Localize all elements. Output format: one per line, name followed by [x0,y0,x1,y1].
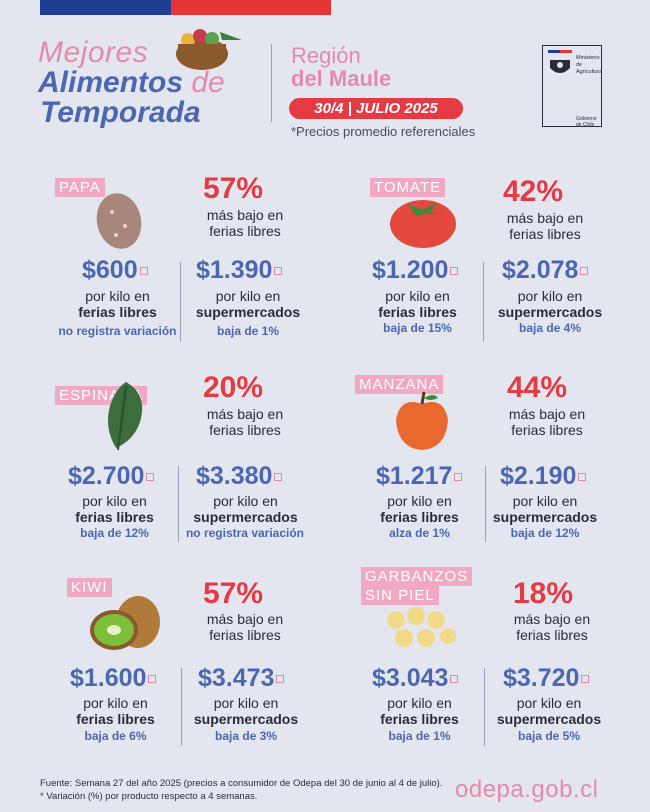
feria-unit-espinaca: por kilo en ferias libres [75,493,154,525]
price-separator [178,466,179,542]
price-separator [181,668,182,746]
super-unit-espinaca: por kilo en supermercados [193,493,298,525]
super-price-espinaca: $3.380 [196,462,283,491]
product-badge-garbanzos: GARBANZOS [361,567,473,586]
feria-unit-tomate: por kilo en ferias libres [378,288,457,320]
super-price-kiwi: $3.473 [198,664,285,693]
discount-text-tomate: más bajo en ferias libres [506,210,584,242]
price-separator [180,262,181,342]
gov-label: Gobierno de Chile [576,116,597,128]
discount-text-papa: más bajo en ferias libres [206,207,284,239]
tomato-icon [390,200,456,248]
super-unit-tomate: por kilo en supermercados [497,288,603,320]
coat-of-arms-icon [550,60,570,73]
product-badge-papa: PAPA [55,178,105,197]
super-price-garbanzos: $3.720 [503,664,590,693]
kiwi-icon [90,596,160,650]
feria-variation-tomate: baja de 15% [383,321,452,335]
price-separator [485,466,486,542]
price-note: *Precios promedio referenciales [291,124,476,139]
super-price-manzana: $2.190 [500,462,587,491]
feria-price-tomate: $1.200 [372,256,459,285]
super-price-tomate: $2.078 [502,256,589,285]
discount-text-garbanzos: más bajo en ferias libres [513,611,591,643]
government-logo: Ministerio de Agricultura Gobierno de Ch… [542,45,603,128]
discount-pct-espinaca: 20% [203,371,264,404]
super-unit-manzana: por kilo en supermercados [492,493,598,525]
super-variation-espinaca: no registra variación [185,526,305,540]
discount-pct-papa: 57% [203,172,264,205]
feria-price-garbanzos: $3.043 [372,664,459,693]
feria-variation-garbanzos: baja de 1% [388,729,451,743]
footer-source: Fuente: Semana 27 del año 2025 (precios … [40,778,443,789]
super-unit-papa: por kilo en supermercados [195,288,301,320]
title-line3: Temporada [40,96,201,129]
discount-text-kiwi: más bajo en ferias libres [206,611,284,643]
discount-pct-garbanzos: 18% [513,577,574,610]
flag-blue-stripe [40,0,171,15]
feria-price-espinaca: $2.700 [68,462,155,491]
feria-unit-kiwi: por kilo en ferias libres [76,695,155,727]
discount-pct-kiwi: 57% [203,577,264,610]
logo-blue-bar [548,50,560,53]
feria-price-kiwi: $1.600 [70,664,157,693]
feria-variation-manzana: alza de 1% [389,526,450,540]
product-badge-manzana: MANZANA [355,375,444,394]
feria-price-manzana: $1.217 [376,462,463,491]
flag-red-stripe [171,0,331,15]
title-de: de [191,66,225,99]
discount-text-espinaca: más bajo en ferias libres [206,406,284,438]
super-price-papa: $1.390 [196,256,283,285]
discount-pct-manzana: 44% [507,371,568,404]
product-badge-garbanzos-line2: SIN PIEL [361,586,439,605]
super-variation-papa: baja de 1% [216,324,280,338]
super-unit-garbanzos: por kilo en supermercados [496,695,602,727]
super-variation-manzana: baja de 12% [510,526,580,540]
price-separator [483,262,484,342]
date-pill: 30/4 | JULIO 2025 [289,98,463,119]
feria-variation-espinaca: baja de 12% [80,526,149,540]
title-line1: Mejores [38,36,149,69]
ministry-label: Ministerio de Agricultura [576,55,603,75]
chickpeas-icon [387,607,456,647]
super-variation-kiwi: baja de 3% [214,729,278,743]
potato-icon [96,193,142,249]
title-line2: Alimentos de [38,66,225,99]
region-line1: Región [291,43,361,68]
product-badge-kiwi: KIWI [67,578,112,597]
footer-variation-note: * Variación (%) por producto respecto a … [40,791,258,802]
super-variation-garbanzos: baja de 5% [517,729,581,743]
super-unit-kiwi: por kilo en supermercados [193,695,299,727]
feria-unit-papa: por kilo en ferias libres [78,288,157,320]
apple-icon [396,391,448,450]
feria-unit-manzana: por kilo en ferias libres [380,493,459,525]
logo-red-bar [560,50,572,53]
feria-variation-kiwi: baja de 6% [84,729,147,743]
price-separator [484,668,485,746]
product-badge-tomate: TOMATE [370,178,446,197]
feria-variation-papa: no registra variación [58,324,177,338]
discount-pct-tomate: 42% [503,175,564,208]
header-divider [271,44,272,122]
discount-text-manzana: más bajo en ferias libres [508,406,586,438]
super-variation-tomate: baja de 4% [518,321,582,335]
website-link[interactable]: odepa.gob.cl [455,776,599,803]
feria-unit-garbanzos: por kilo en ferias libres [380,695,459,727]
feria-price-papa: $600 [82,256,148,285]
vegetable-bowl-icon [176,29,242,70]
region-line2: del Maule [291,66,392,91]
spinach-icon [108,382,143,451]
